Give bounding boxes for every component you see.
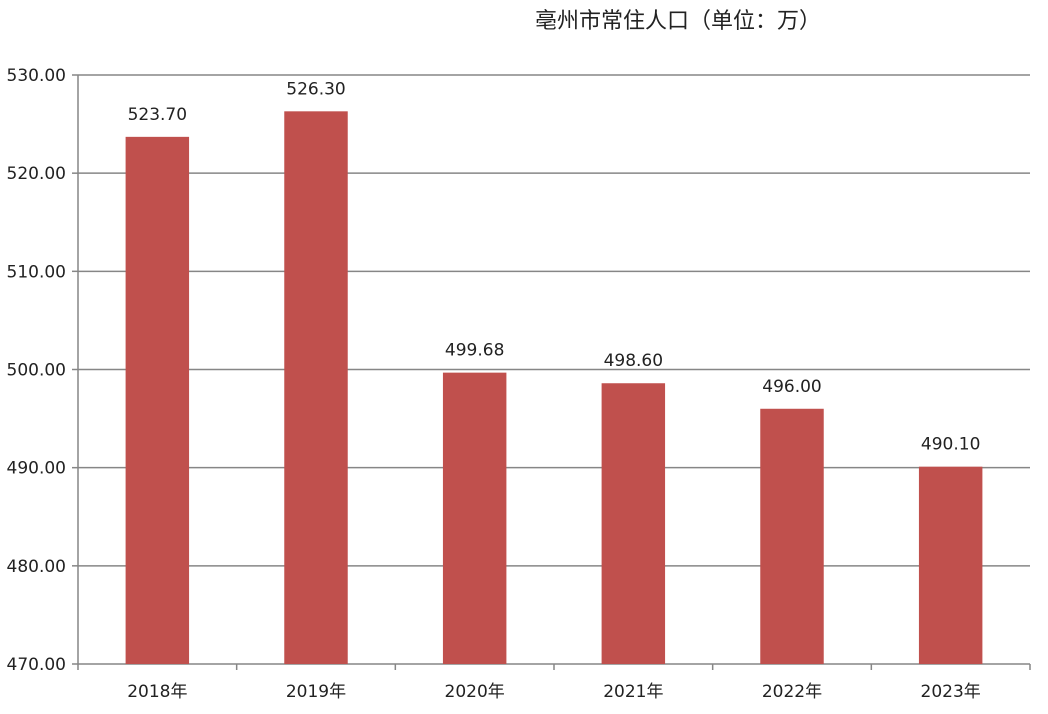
data-label: 523.70	[128, 105, 187, 125]
x-tick-label: 2021年	[603, 682, 663, 702]
bar	[601, 383, 666, 664]
data-label: 490.10	[921, 435, 980, 455]
y-tick-label: 470.00	[7, 655, 66, 675]
data-labels: 523.70 526.30 499.68 498.60 496.00 490.10	[128, 79, 981, 454]
y-tick-label: 530.00	[7, 66, 66, 86]
bar	[918, 466, 983, 664]
data-label: 526.30	[286, 79, 345, 99]
x-axis-ticks: 2018年 2019年 2020年 2021年 2022年 2023年	[127, 682, 981, 702]
y-tick-label: 500.00	[7, 361, 66, 381]
y-axis-ticks: 470.00 480.00 490.00 500.00 510.00 520.00 530.…	[7, 66, 66, 675]
x-tick-label: 2018年	[127, 682, 187, 702]
y-tick-label: 510.00	[7, 262, 66, 282]
data-label: 498.60	[604, 351, 663, 371]
x-tick-label: 2020年	[445, 682, 505, 702]
bars	[125, 111, 983, 665]
chart-title: 亳州市常住人口（单位：万）	[535, 9, 821, 34]
x-tick-label: 2023年	[921, 682, 981, 702]
bar	[760, 408, 824, 664]
y-tick-label: 520.00	[7, 164, 66, 184]
x-tick-label: 2019年	[286, 682, 346, 702]
y-tick-label: 480.00	[7, 557, 66, 577]
y-tick-label: 490.00	[7, 459, 66, 479]
bar	[442, 372, 507, 664]
data-label: 496.00	[762, 377, 821, 397]
bar	[284, 111, 348, 665]
gridlines	[78, 74, 1030, 567]
data-label: 499.68	[445, 341, 504, 361]
x-tick-label: 2022年	[762, 682, 822, 702]
bar	[125, 136, 190, 665]
axes	[72, 74, 1031, 670]
